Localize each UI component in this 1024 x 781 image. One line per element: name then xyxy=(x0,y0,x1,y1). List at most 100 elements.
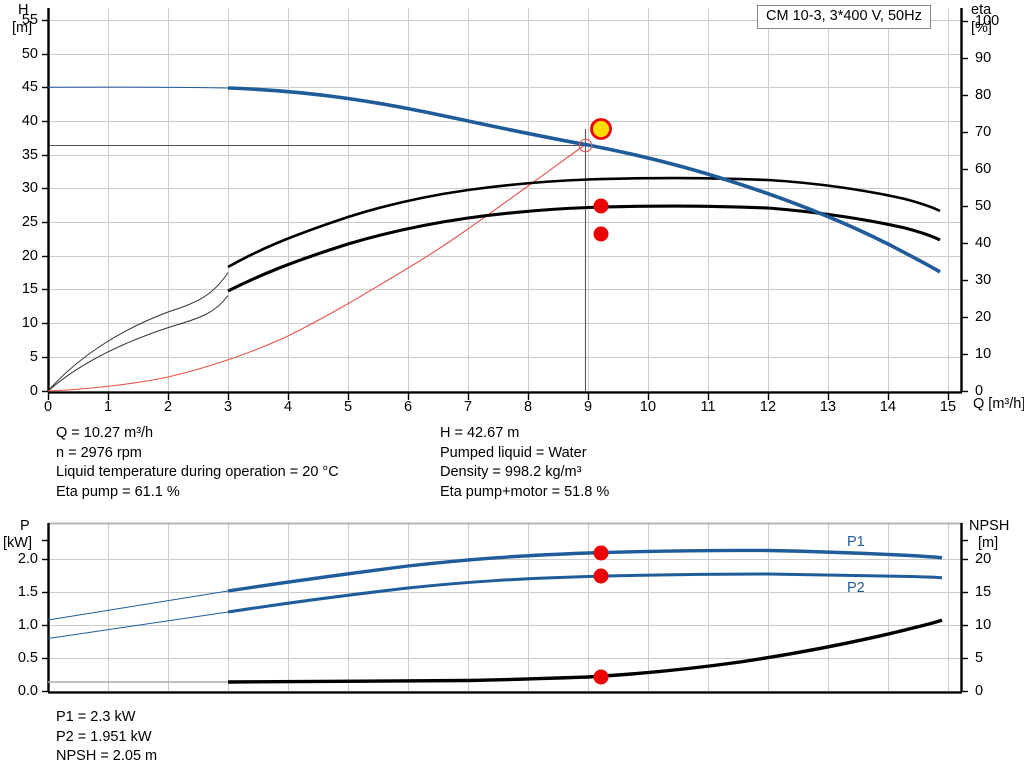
duty-point-eta-pump-marker xyxy=(593,198,609,214)
upper-x-tick-6: 6 xyxy=(403,399,413,415)
upper-left-tick-25: 25 xyxy=(21,214,38,230)
upper-right-tick-50: 50 xyxy=(975,198,992,214)
duty-point-p1-marker xyxy=(593,545,609,561)
upper-x-tick-3: 3 xyxy=(223,399,233,415)
upper-right-axis-unit: [%] xyxy=(971,20,992,36)
upper-right-tick-70: 70 xyxy=(975,124,992,140)
upper-x-tick-0: 0 xyxy=(43,399,53,415)
duty-point-npsh-marker xyxy=(593,669,609,685)
lower-right-axis-name: NPSH xyxy=(969,518,1010,534)
upper-left-tick-30: 30 xyxy=(21,180,38,196)
upper-right-ticks xyxy=(962,20,968,393)
upper-right-tick-90: 90 xyxy=(975,50,992,66)
info-right-line-2: Pumped liquid = Water xyxy=(440,444,587,461)
upper-right-axis-name: eta xyxy=(971,2,992,18)
red-reference-curve xyxy=(47,144,586,392)
npsh-curve xyxy=(227,618,943,684)
upper-left-tick-10: 10 xyxy=(21,315,38,331)
lower-right-axis-unit: [m] xyxy=(978,535,999,551)
duty-point-eta-pump-motor-marker xyxy=(593,226,609,242)
upper-x-ticks xyxy=(47,392,950,400)
upper-right-tick-30: 30 xyxy=(975,272,992,288)
eta-pump-curve xyxy=(227,176,941,269)
upper-right-tick-10: 10 xyxy=(975,346,992,362)
lower-left-axis-unit: [kW] xyxy=(3,535,32,551)
upper-x-tick-9: 9 xyxy=(583,399,593,415)
lower-right-tick-10: 10 xyxy=(975,617,992,633)
upper-x-axis-label: Q [m³/h] xyxy=(973,396,1024,412)
upper-left-axis-unit: [m] xyxy=(12,20,33,36)
upper-x-tick-1: 1 xyxy=(103,399,113,415)
eta-pump-curve-thin xyxy=(47,272,229,392)
upper-left-ticks xyxy=(42,19,48,393)
lower-left-tick-05: 0.5 xyxy=(17,650,38,666)
lower-left-tick-20: 2.0 xyxy=(17,551,38,567)
info-left-line-1: Q = 10.27 m³/h xyxy=(56,425,154,441)
upper-left-axis-name: H xyxy=(18,2,29,18)
lower-left-tick-00: 0.0 xyxy=(17,683,38,699)
upper-left-tick-50: 50 xyxy=(21,46,38,62)
info-right-line-1: H = 42.67 m xyxy=(440,425,520,441)
upper-x-tick-7: 7 xyxy=(463,399,473,415)
duty-reference-lines xyxy=(48,129,587,392)
lower-right-ticks xyxy=(962,539,968,693)
upper-x-tick-10: 10 xyxy=(639,399,657,415)
upper-x-tick-11: 11 xyxy=(700,399,716,415)
info-left-line-3: Liquid temperature during operation = 20… xyxy=(56,464,339,480)
head-curve xyxy=(227,86,941,274)
duty-info-right: H = 42.67 m Pumped liquid = Water Densit… xyxy=(440,424,609,502)
lower-chart-axes xyxy=(47,523,963,694)
duty-point-head-marker xyxy=(590,118,612,140)
upper-right-tick-100: 100 xyxy=(975,13,1000,29)
info-left-line-4: Eta pump = 61.1 % xyxy=(56,483,180,500)
head-curve-thin xyxy=(47,86,229,89)
upper-left-tick-40: 40 xyxy=(21,113,38,129)
lower-left-tick-10: 1.0 xyxy=(17,617,38,633)
upper-left-tick-5: 5 xyxy=(29,349,38,365)
info-right-line-3: Density = 998.2 kg/m³ xyxy=(440,464,582,480)
upper-left-tick-35: 35 xyxy=(21,147,38,163)
lower-right-tick-15: 15 xyxy=(975,584,992,600)
lower-right-tick-20: 20 xyxy=(975,551,992,567)
info-lower-line-2: P2 = 1.951 kW xyxy=(56,728,152,745)
upper-left-tick-55: 55 xyxy=(21,12,38,28)
p1-curve xyxy=(227,548,943,593)
info-right-line-4: Eta pump+motor = 51.8 % xyxy=(440,483,610,500)
upper-x-tick-13: 13 xyxy=(819,399,837,415)
p2-curve xyxy=(227,572,943,614)
eta-pump-motor-curve xyxy=(227,204,941,293)
eta-pump-motor-curve-thin xyxy=(47,295,229,392)
lower-right-tick-0: 0 xyxy=(975,683,984,699)
info-left-line-2: n = 2976 rpm xyxy=(56,444,142,461)
duty-point-p2-marker xyxy=(593,568,609,584)
info-lower-line-1: P1 = 2.3 kW xyxy=(56,709,136,725)
p2-curve-thin xyxy=(47,611,229,639)
upper-x-tick-8: 8 xyxy=(523,399,533,415)
upper-chart-axes xyxy=(47,8,963,394)
upper-chart-grid xyxy=(48,8,962,392)
lower-left-axis-name: P xyxy=(20,518,30,534)
upper-left-tick-20: 20 xyxy=(21,248,38,264)
upper-left-tick-0: 0 xyxy=(29,383,38,399)
upper-right-tick-60: 60 xyxy=(975,161,992,177)
upper-right-tick-20: 20 xyxy=(975,309,992,325)
duty-point-marker-open xyxy=(578,138,593,153)
upper-left-tick-15: 15 xyxy=(21,281,38,297)
upper-x-tick-5: 5 xyxy=(343,399,353,415)
lower-chart-grid xyxy=(48,522,962,692)
p1-curve-label: P1 xyxy=(847,534,865,550)
duty-info-left: Q = 10.27 m³/h n = 2976 rpm Liquid tempe… xyxy=(56,424,339,502)
upper-x-tick-4: 4 xyxy=(283,399,293,415)
lower-left-ticks xyxy=(42,539,48,693)
upper-x-tick-2: 2 xyxy=(163,399,173,415)
upper-right-tick-40: 40 xyxy=(975,235,992,251)
upper-x-tick-15: 15 xyxy=(939,399,957,415)
power-info-block: P1 = 2.3 kW P2 = 1.951 kW NPSH = 2.05 m xyxy=(56,708,157,767)
lower-left-tick-15: 1.5 xyxy=(17,584,38,600)
upper-right-tick-0: 0 xyxy=(975,383,984,399)
p2-curve-label: P2 xyxy=(847,580,865,596)
lower-right-tick-5: 5 xyxy=(975,650,984,666)
info-lower-line-3: NPSH = 2.05 m xyxy=(56,748,158,764)
